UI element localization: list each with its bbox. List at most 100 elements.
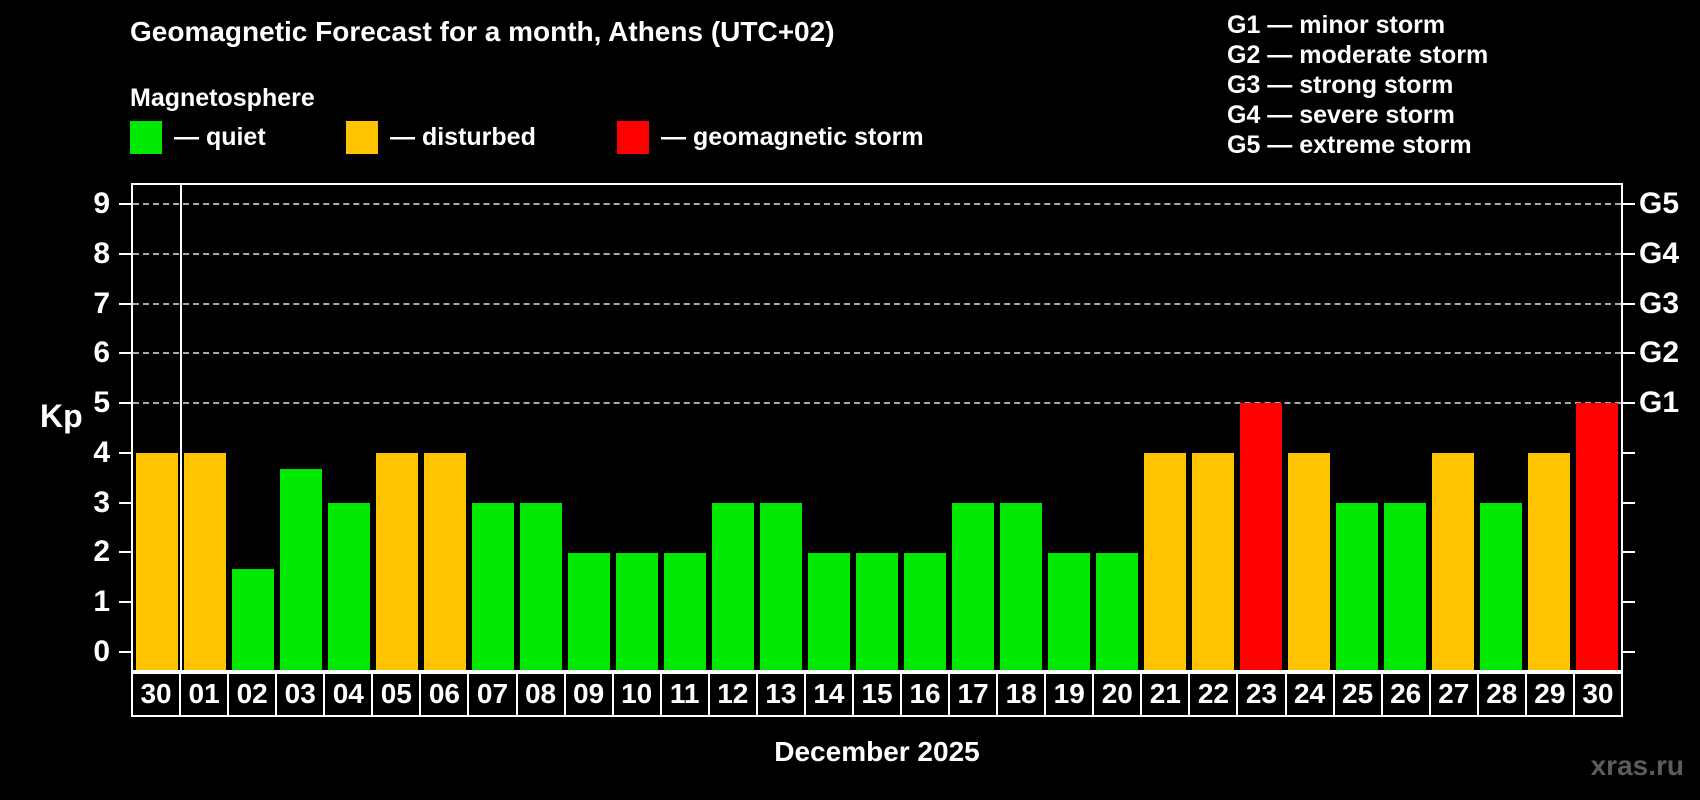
legend-label-quiet: — quiet [174,123,266,151]
quiet-color-swatch [130,121,162,154]
day-label-12: 12 [707,672,758,717]
right-axis-label-G4: G4 [1639,236,1680,270]
gridline-kp6 [133,352,1621,355]
storm-scale-g4: G4 — severe storm [1227,101,1455,129]
bar-day-29 [1528,452,1570,670]
y-axis-label-4: 4 [93,435,110,469]
bar-day-21 [1144,452,1186,670]
right-axis-label-G1: G1 [1639,386,1680,420]
storm-scale-legend: G1 — minor storm G2 — moderate storm G3 … [1227,10,1488,160]
bar-day-14 [808,552,850,670]
plot-area [119,183,1635,672]
tick-right-kp6 [1623,352,1635,355]
bar-day-07 [472,502,514,670]
day-label-28: 28 [1476,672,1527,717]
storm-scale-g5: G5 — extreme storm [1227,131,1472,159]
legend-item-storm: — geomagnetic storm [617,121,924,154]
storm-scale-g1: G1 — minor storm [1227,11,1446,39]
gridline-kp9 [133,202,1621,205]
tick-right-kp8 [1623,252,1635,255]
day-label-24: 24 [1284,672,1335,717]
legend-label-storm: — geomagnetic storm [661,123,924,151]
right-axis-label-G3: G3 [1639,286,1680,320]
tick-left-kp5 [119,402,131,405]
y-axis-title: Kp [40,398,83,434]
day-label-07: 07 [467,672,518,717]
bar-day-05 [376,452,418,670]
bar-day-12 [712,502,754,670]
month-separator-line [180,185,182,670]
tick-right-kp5 [1623,402,1635,405]
bar-day-25 [1336,502,1378,670]
day-label-22: 22 [1188,672,1239,717]
tick-left-kp0 [119,651,131,654]
day-label-08: 08 [515,672,566,717]
day-label-15: 15 [851,672,902,717]
day-label-09: 09 [563,672,614,717]
tick-right-kp9 [1623,202,1635,205]
bar-day-06 [424,452,466,670]
tick-left-kp1 [119,601,131,604]
bar-day-28 [1480,502,1522,670]
day-label-11: 11 [659,672,710,717]
day-label-18: 18 [996,672,1047,717]
gridline-kp7 [133,302,1621,305]
legend-label-disturbed: — disturbed [390,123,536,151]
day-label-30: 30 [1572,672,1623,717]
day-label-27: 27 [1428,672,1479,717]
y-axis-label-0: 0 [93,635,110,669]
y-axis-label-9: 9 [93,186,110,220]
magnetosphere-label: Magnetosphere [130,84,315,112]
tick-left-kp8 [119,252,131,255]
y-axis-label-7: 7 [93,286,110,320]
tick-left-kp2 [119,551,131,554]
tick-right-kp0 [1623,651,1635,654]
bar-day-20 [1096,552,1138,670]
bar-day-02 [232,568,274,670]
tick-right-kp3 [1623,501,1635,504]
day-label-21: 21 [1140,672,1191,717]
day-label-23: 23 [1236,672,1287,717]
gridline-kp8 [133,252,1621,255]
day-label-02: 02 [227,672,278,717]
day-label-14: 14 [803,672,854,717]
storm-scale-g3: G3 — strong storm [1227,71,1454,99]
bar-day-16 [904,552,946,670]
tick-left-kp6 [119,352,131,355]
bar-day-30 [136,452,178,670]
bar-day-30 [1576,403,1618,670]
bar-day-03 [280,469,322,670]
disturbed-color-swatch [346,121,378,154]
bar-day-01 [184,452,226,670]
bar-day-11 [664,552,706,670]
y-axis-label-3: 3 [93,485,110,519]
storm-scale-g2: G2 — moderate storm [1227,41,1489,69]
tick-left-kp9 [119,202,131,205]
y-axis-label-2: 2 [93,535,110,569]
storm-color-swatch [617,121,649,154]
y-axis-label-1: 1 [93,585,110,619]
bar-day-22 [1192,452,1234,670]
y-axis-label-5: 5 [93,386,110,420]
day-label-13: 13 [755,672,806,717]
tick-left-kp4 [119,451,131,454]
day-label-05: 05 [371,672,422,717]
day-label-03: 03 [275,672,326,717]
day-label-16: 16 [900,672,951,717]
legend-item-disturbed: — disturbed [346,121,536,154]
x-axis-day-labels: 30 01 02 03 04 05 06 07 08 09 10 11 12 13 14 15 16 17 18 19… [131,672,1623,717]
day-label-01: 01 [179,672,230,717]
right-axis-label-G2: G2 [1639,336,1680,370]
bar-day-15 [856,552,898,670]
day-label-26: 26 [1380,672,1431,717]
legend-item-quiet: — quiet [130,121,266,154]
tick-left-kp7 [119,302,131,305]
chart-title: Geomagnetic Forecast for a month, Athens… [130,16,835,47]
day-label-17: 17 [948,672,999,717]
tick-right-kp4 [1623,451,1635,454]
bar-day-04 [328,502,370,670]
y-axis-label-8: 8 [93,236,110,270]
bar-day-17 [952,502,994,670]
day-label-30: 30 [131,672,182,717]
